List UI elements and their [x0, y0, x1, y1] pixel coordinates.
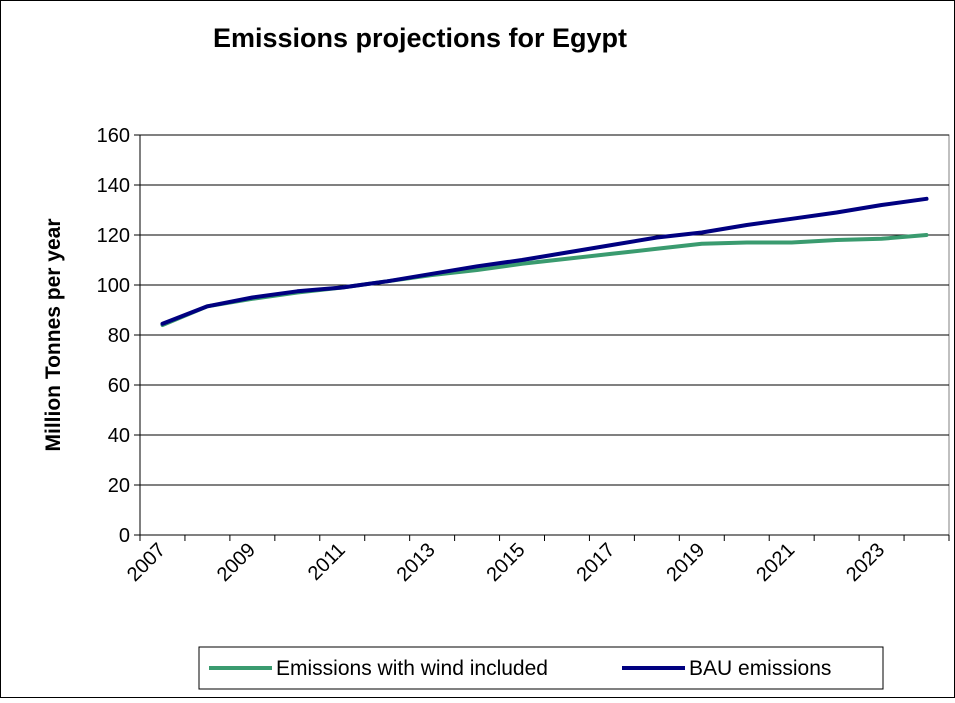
y-tick-label-60: 60	[108, 375, 130, 397]
y-tick-label-20: 20	[108, 475, 130, 497]
y-tick-labels: 0 20 40 60 80 100 120 140 160	[97, 125, 130, 547]
series-lines	[160, 196, 929, 327]
grid-lines	[140, 134, 949, 486]
y-axis-label: Million Tonnes per year	[42, 219, 65, 452]
legend-label-bau: BAU emissions	[689, 657, 831, 680]
chart-title: Emissions projections for Egypt	[213, 23, 627, 53]
legend-box	[198, 646, 884, 690]
y-tick-label-160: 160	[97, 125, 130, 147]
y-tick-label-100: 100	[97, 275, 130, 297]
legend: Emissions with wind included BAU emissio…	[198, 646, 884, 690]
y-tick-label-40: 40	[108, 425, 130, 447]
y-tick-label-140: 140	[97, 175, 130, 197]
y-tick-label-80: 80	[108, 325, 130, 347]
y-tick-label-120: 120	[97, 225, 130, 247]
axes	[134, 134, 950, 541]
series-line-1	[160, 196, 929, 326]
legend-label-wind: Emissions with wind included	[276, 657, 548, 680]
y-tick-label-0: 0	[119, 525, 130, 547]
